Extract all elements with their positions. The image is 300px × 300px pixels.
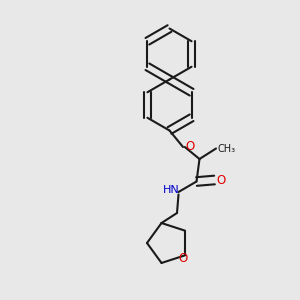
Text: O: O — [185, 140, 195, 154]
Text: O: O — [179, 252, 188, 266]
Text: O: O — [216, 173, 226, 187]
Text: CH₃: CH₃ — [218, 143, 236, 154]
Text: HN: HN — [163, 184, 179, 195]
